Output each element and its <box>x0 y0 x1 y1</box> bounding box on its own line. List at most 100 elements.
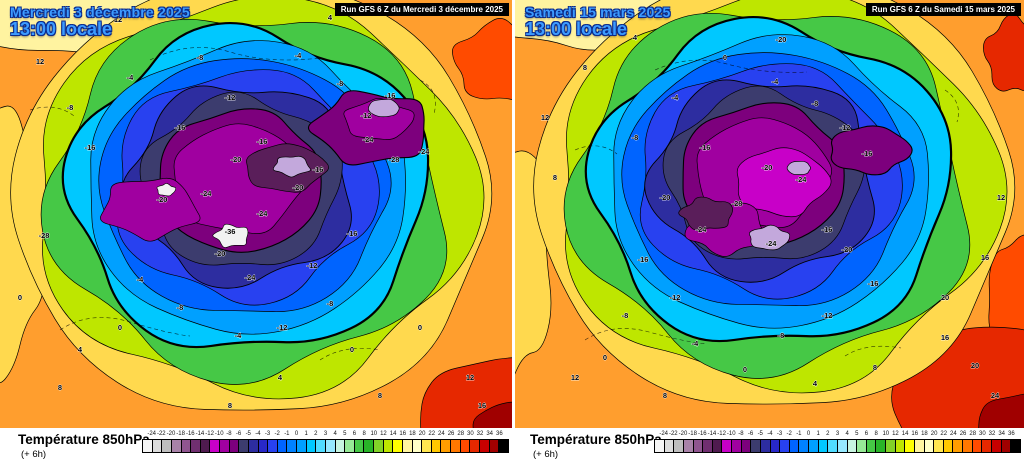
colorbar-tick: 16 <box>911 431 919 437</box>
colorbar-tick: -4 <box>255 431 261 437</box>
contour-label: 8 <box>378 391 382 400</box>
contour-label: -20 <box>776 35 787 44</box>
contour-label: 16 <box>478 401 486 410</box>
contour-label: -24 <box>796 175 808 184</box>
colorbar-tick: 24 <box>950 431 957 437</box>
contour-label: -12 <box>277 323 288 332</box>
temperature-band <box>978 393 1024 428</box>
colorbar-tick: 32 <box>476 431 484 437</box>
colorbar-segment <box>460 440 471 452</box>
colorbar-segment <box>693 440 704 452</box>
temperature-band <box>786 160 812 176</box>
colorbar-segment <box>953 440 963 452</box>
colorbar-tick: -12 <box>205 431 214 437</box>
colorbar-segment <box>905 440 915 452</box>
colorbar-segment <box>809 440 819 452</box>
temperature-field-right: -20 4 0 -4 -8 -12 -16 -24 -20 -28 -24 -16 -20 -16 -12 -… <box>515 0 1024 428</box>
colorbar-segment <box>837 440 848 452</box>
colorbar-segment <box>239 440 249 452</box>
colorbar-tick: 8 <box>874 431 878 437</box>
colorbar-segment <box>489 440 500 452</box>
contour-line <box>29 106 75 117</box>
contour-label: 16 <box>981 253 989 262</box>
contour-label: 13 <box>178 5 186 14</box>
contour-label: -4 <box>692 339 699 348</box>
colorbar-segment <box>857 440 867 452</box>
colorbar-tick: 16 <box>399 431 407 437</box>
contour-label: -4 <box>127 73 134 82</box>
contour-line <box>654 59 808 73</box>
colorbar-tick: -18 <box>688 431 697 437</box>
colorbar-tick: 8 <box>362 431 366 437</box>
colorbar-tick: 28 <box>457 431 465 437</box>
contour-label: -8 <box>632 133 639 142</box>
colorbar-segment <box>316 440 326 452</box>
contour-label: -20 <box>231 155 242 164</box>
colorbar-segment <box>210 440 220 452</box>
colorbar-segment <box>674 440 684 452</box>
colorbar-segment <box>248 440 259 452</box>
temperature-band <box>100 177 201 242</box>
contour-label: -12 <box>822 311 833 320</box>
temperature-map-left: 13 12 12 4 -4 -8 -16 -12 -16 -20 -24 -20 -28 -16 -20 -2… <box>0 0 512 428</box>
contour-label: -4 <box>672 93 679 102</box>
colorbar-tick: -2 <box>274 431 280 437</box>
colorbar-segment <box>162 440 172 452</box>
temperature-map-right: -20 4 0 -4 -8 -12 -16 -24 -20 -28 -24 -16 -20 -16 -12 -… <box>512 0 1024 428</box>
contour-label: -8 <box>337 79 344 88</box>
contour-label: 0 <box>743 365 747 374</box>
colorbar-tick: 12 <box>892 431 899 437</box>
colorbar-tick: -14 <box>195 431 205 437</box>
colorbar-segment <box>943 440 954 452</box>
colorbar-segment <box>441 440 451 452</box>
temperature-colorbar: -24 -22 -20 -18 -16 -14 -12 -10 -8 -6 -5 -4 -3 -2 -1 0 1… <box>142 430 509 460</box>
product-title: Température 850hPa <box>18 432 150 447</box>
date-time-overlay: Mercredi 3 décembre 2025 13:00 locale <box>10 4 190 40</box>
valid-date-label: Samedi 15 mars 2025 <box>525 4 671 20</box>
colorbar-segment <box>924 440 935 452</box>
contour-label: -36 <box>225 227 236 236</box>
contour-label: 12 <box>997 193 1005 202</box>
contour-label: -8 <box>177 303 184 312</box>
colorbar-segment <box>479 440 490 452</box>
colorbar-segment <box>345 440 355 452</box>
temperature-band <box>368 98 400 118</box>
model-run-label: Run GFS 6 Z du Mercredi 3 décembre 2025 <box>334 3 509 16</box>
colorbar-segment <box>886 440 896 452</box>
colorbar-segment <box>374 440 384 452</box>
colorbar-tick: 26 <box>447 431 455 437</box>
contour-label: -16 <box>347 229 358 238</box>
colorbar-segment <box>982 440 992 452</box>
colorbar-segment <box>712 440 723 452</box>
contour-label: 12 <box>114 15 122 24</box>
colorbar-segment <box>402 440 413 452</box>
colorbar-tick: 14 <box>389 431 397 437</box>
contour-label: -20 <box>215 249 226 258</box>
contour-line <box>419 79 436 115</box>
colorbar-tick: 0 <box>806 431 811 437</box>
colorbar-segment <box>277 440 288 452</box>
temperature-band <box>272 155 311 178</box>
contour-label: 8 <box>228 401 232 410</box>
contour-label: -24 <box>257 209 269 218</box>
colorbar-segment <box>655 440 665 452</box>
colorbar-segment <box>354 440 365 452</box>
colorbar-segment <box>451 440 461 452</box>
colorbar-segment <box>383 440 394 452</box>
map-panel-right: -20 4 0 -4 -8 -12 -16 -24 -20 -28 -24 -16 -20 -16 -12-… <box>512 0 1024 465</box>
colorbar-segment <box>181 440 192 452</box>
contour-label: -16 <box>385 91 396 100</box>
colorbar-tick: 18 <box>921 431 928 437</box>
colorbar-tick: 28 <box>969 431 977 437</box>
temperature-colorbar: -24 -22 -20 -18 -16 -14 -12 -10 -8 -6 -5 -4 -3 -2 -1 0 1… <box>654 430 1021 460</box>
contour-label: -8 <box>622 311 629 320</box>
colorbar-segment <box>220 440 230 452</box>
contour-label: 0 <box>118 323 122 332</box>
contour-label: 12 <box>466 373 474 382</box>
colorbar-segment <box>770 440 781 452</box>
colorbar-segment <box>722 440 732 452</box>
colorbar-tick: -6 <box>235 431 242 437</box>
colorbar-tick: 24 <box>438 431 445 437</box>
contour-line <box>584 328 708 345</box>
